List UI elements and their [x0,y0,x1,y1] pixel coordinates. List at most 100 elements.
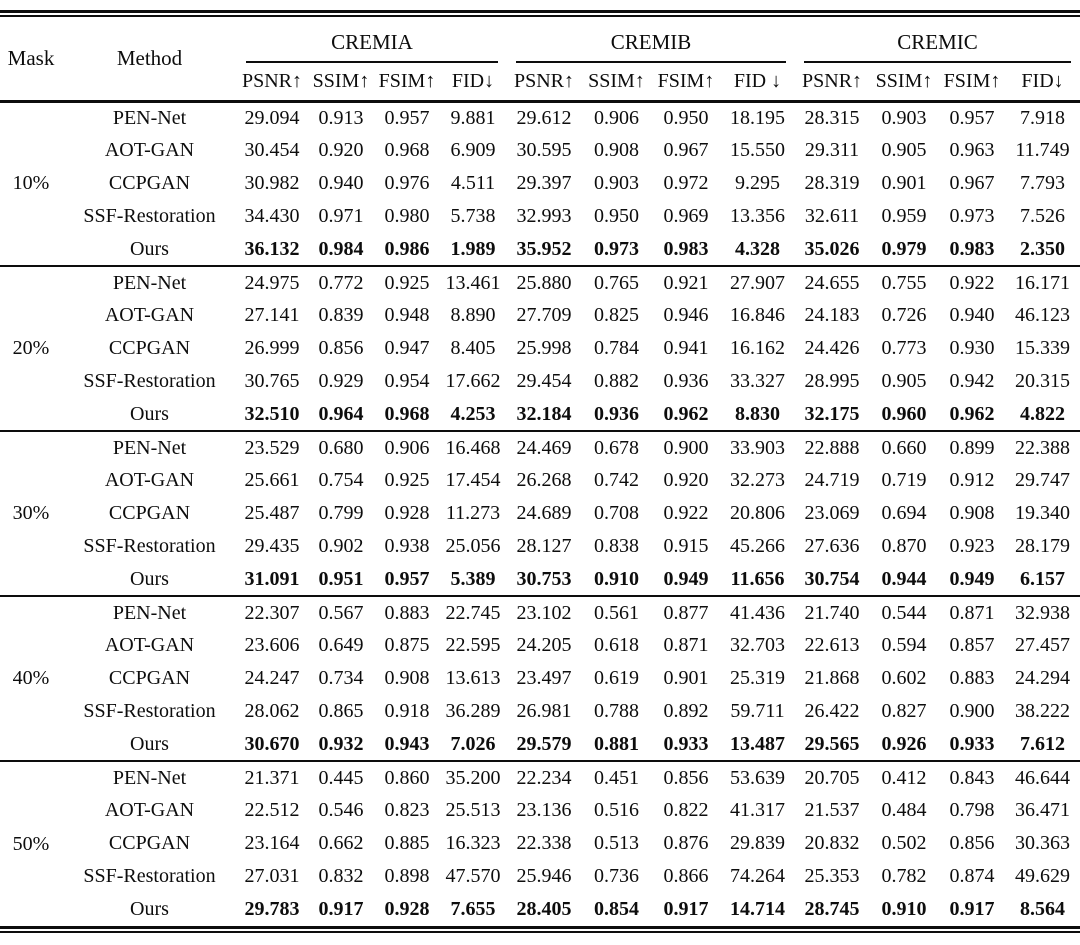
metric-value-cell: 32.938 [1005,595,1080,629]
metric-value-cell: 7.918 [1020,106,1066,129]
metric-value-cell: 0.906 [594,106,639,129]
metric-value-cell: 0.875 [384,634,430,656]
metric-value-cell: 27.907 [720,265,796,299]
metric-header-fsim: FSIM↑ [939,63,1006,103]
metric-value-cell: 0.865 [318,700,364,722]
metric-value-cell: 0.602 [881,667,927,689]
metric-header-fsim: FSIM↑ [652,63,720,103]
metric-value-cell: 8.830 [735,402,780,425]
metric-value-cell: 29.565 [804,732,860,755]
table-row: AOT-GAN 27.141 0.839 0.948 8.890 27.709 0.825 0… [0,299,1080,332]
metric-value-cell: 0.412 [869,760,940,794]
metric-value-cell: 0.903 [594,172,639,194]
metric-header-row: PSNR↑ SSIM↑ FSIM↑ FID↓ PSNR↑ SSIM↑ FSIM↑… [0,63,1080,103]
metric-value-cell: 0.968 [384,402,430,425]
metric-value-cell: 0.908 [949,502,995,524]
metric-value-cell: 24.975 [237,265,307,299]
metric-value-cell: 0.827 [881,700,927,722]
metric-value-cell: 0.928 [384,502,430,524]
method-cell: CCPGAN [108,502,191,524]
metric-value-cell: 32.510 [244,402,300,425]
metric-value-cell: 25.487 [244,502,300,524]
metric-value-cell: 23.069 [804,502,860,524]
metric-value-cell: 0.678 [581,430,652,464]
metric-value-cell: 59.711 [730,700,785,722]
metric-value-cell: 25.319 [730,667,785,689]
metric-value-cell: 0.936 [594,402,639,425]
metric-value-cell: 0.594 [881,634,927,656]
metric-value-cell: 9.881 [450,106,496,129]
method-cell: PEN-Net [62,265,237,299]
metric-value-cell: 27.141 [244,304,300,326]
metric-value-cell: 30.670 [244,732,300,755]
metric-value-cell: 41.317 [730,799,785,821]
metric-value-cell: 0.912 [949,469,995,491]
metric-value-cell: 47.570 [445,865,501,887]
mask-ratio-cell: 10% [12,172,50,195]
metric-value-cell: 0.866 [663,865,709,887]
metric-value-cell: 0.968 [384,139,430,161]
metric-value-cell: 5.389 [450,567,496,590]
metric-value-cell: 0.910 [594,567,639,590]
metric-value-cell: 28.745 [804,898,860,920]
metric-value-cell: 25.513 [445,799,501,821]
metric-value-cell: 0.950 [663,106,709,129]
metric-value-cell: 0.755 [869,265,940,299]
metric-value-cell: 28.127 [516,535,572,557]
metric-value-cell: 0.899 [939,430,1006,464]
metric-value-cell: 16.468 [439,430,507,464]
metric-value-cell: 0.901 [663,667,709,689]
metric-value-cell: 0.917 [318,898,364,920]
metric-value-cell: 32.993 [516,205,572,227]
metric-value-cell: 0.708 [594,502,639,524]
metric-value-cell: 0.905 [881,139,927,161]
metric-value-cell: 0.948 [384,304,430,326]
metric-value-cell: 0.928 [384,898,430,920]
metric-value-cell: 0.925 [375,265,439,299]
metric-value-cell: 0.838 [594,535,639,557]
method-cell: CCPGAN [108,337,191,359]
metric-value-cell: 0.784 [594,337,639,359]
metric-value-cell: 27.709 [516,304,572,326]
metric-value-cell: 29.839 [730,832,785,854]
metric-value-cell: 0.843 [939,760,1006,794]
metric-value-cell: 20.315 [1015,370,1071,392]
metric-value-cell: 14.714 [730,898,785,920]
metric-value-cell: 0.940 [318,172,364,194]
rule-bar [0,926,1080,929]
metric-value-cell: 0.973 [949,205,995,227]
method-cell: Ours [130,237,169,260]
metric-value-cell: 0.926 [881,732,927,755]
metric-value-cell: 11.749 [1015,139,1070,161]
metric-value-cell: 4.822 [1020,402,1066,425]
metric-value-cell: 0.660 [869,430,940,464]
metric-value-cell: 0.874 [949,865,995,887]
metric-value-cell: 0.856 [318,337,364,359]
metric-value-cell: 0.962 [663,402,709,425]
table-row: AOT-GAN 22.512 0.546 0.823 25.513 23.136 0.516… [0,794,1080,827]
method-cell: CCPGAN [108,667,191,689]
metric-value-cell: 0.908 [594,139,639,161]
metric-value-cell: 0.938 [384,535,430,557]
metric-value-cell: 0.719 [881,469,927,491]
metric-value-cell: 15.339 [1015,337,1071,359]
metric-value-cell: 29.747 [1015,469,1071,491]
metric-value-cell: 30.363 [1015,832,1071,854]
metric-value-cell: 74.264 [730,865,785,887]
metric-value-cell: 28.319 [804,172,860,194]
metric-value-cell: 24.183 [804,304,860,326]
metric-value-cell: 0.972 [663,172,709,194]
metric-value-cell: 28.995 [804,370,860,392]
metric-value-cell: 0.971 [318,205,364,227]
method-cell: PEN-Net [62,595,237,629]
metric-value-cell: 0.726 [881,304,927,326]
metric-value-cell: 29.454 [516,370,572,392]
metric-value-cell: 30.454 [244,139,300,161]
metric-value-cell: 23.136 [516,799,572,821]
metric-value-cell: 0.944 [881,567,927,590]
metric-value-cell: 13.613 [445,667,501,689]
metric-value-cell: 0.949 [663,567,709,590]
metric-value-cell: 26.422 [804,700,860,722]
metric-value-cell: 22.595 [445,634,501,656]
metric-value-cell: 0.825 [594,304,639,326]
